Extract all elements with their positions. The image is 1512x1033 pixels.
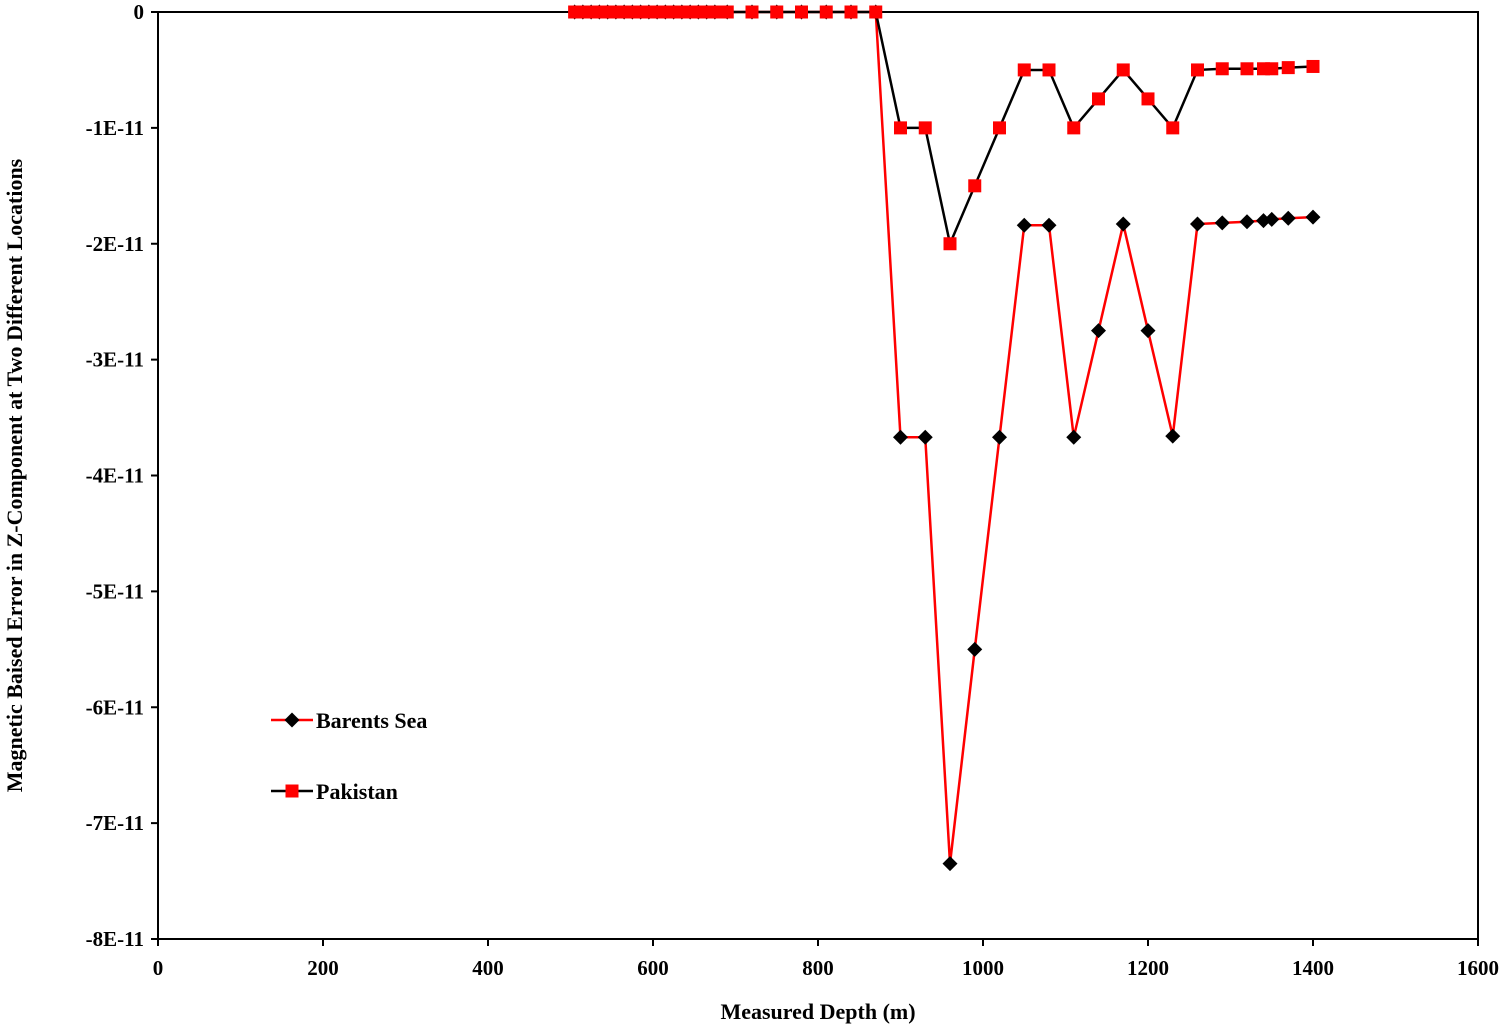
data-point-barents-sea	[1016, 217, 1032, 233]
data-point-pakistan	[1265, 62, 1279, 76]
data-point-barents-sea	[1305, 209, 1321, 225]
x-tick-label: 1000	[962, 956, 1004, 980]
data-point-pakistan	[1017, 63, 1031, 77]
data-point-pakistan	[819, 5, 833, 19]
x-tick-label: 0	[153, 956, 164, 980]
data-point-pakistan	[894, 121, 907, 135]
data-point-pakistan	[770, 5, 784, 19]
x-tick-label: 200	[307, 956, 339, 980]
data-point-pakistan	[968, 179, 982, 193]
data-point-barents-sea	[1041, 217, 1057, 233]
x-tick-label: 1600	[1457, 956, 1499, 980]
data-point-pakistan	[1141, 92, 1155, 106]
series-line-pakistan	[574, 10, 1314, 245]
legend: Barents Sea Pakistan	[271, 708, 427, 804]
data-point-barents-sea	[992, 429, 1007, 445]
data-point-barents-sea	[942, 856, 958, 872]
legend-label: Barents Sea	[316, 708, 427, 733]
data-point-pakistan	[1281, 61, 1295, 75]
data-point-barents-sea	[1165, 428, 1181, 444]
y-tick-label: -8E-11	[86, 927, 144, 951]
data-point-barents-sea	[1239, 214, 1255, 230]
data-point-barents-sea	[917, 429, 933, 445]
data-point-pakistan	[1092, 92, 1105, 106]
data-point-barents-sea	[1066, 429, 1082, 445]
data-point-barents-sea	[1280, 210, 1296, 226]
x-tick-label: 800	[802, 956, 834, 980]
data-point-pakistan	[1240, 62, 1254, 76]
series-barents-sea	[567, 4, 1321, 872]
data-point-pakistan	[1116, 63, 1130, 77]
data-point-pakistan	[1166, 121, 1180, 135]
data-point-pakistan	[1306, 59, 1320, 73]
data-point-pakistan	[869, 5, 883, 19]
y-tick-label: -7E-11	[86, 811, 144, 835]
data-point-barents-sea	[1190, 216, 1205, 232]
data-point-pakistan	[993, 121, 1006, 135]
data-point-pakistan	[708, 5, 722, 19]
data-point-pakistan	[1191, 63, 1204, 77]
legend-swatch-marker	[285, 784, 299, 798]
legend-item-barents-sea: Barents Sea	[271, 708, 427, 733]
series-layer	[567, 4, 1321, 872]
data-point-pakistan	[795, 5, 808, 19]
y-tick-label: -2E-11	[86, 232, 144, 256]
legend-item-pakistan: Pakistan	[271, 779, 398, 804]
y-axis-title: Magnetic Baised Error in Z-Component at …	[2, 158, 27, 792]
x-tick-label: 600	[637, 956, 669, 980]
data-point-pakistan	[720, 5, 734, 19]
data-point-barents-sea	[1091, 323, 1106, 339]
data-point-pakistan	[1215, 62, 1229, 76]
y-tick-label: 0	[134, 0, 145, 24]
y-tick-label: -4E-11	[86, 464, 144, 488]
data-point-pakistan	[844, 5, 858, 19]
series-line-barents-sea	[574, 10, 1314, 865]
data-point-pakistan	[1042, 63, 1056, 77]
y-tick-label: -1E-11	[86, 116, 144, 140]
x-axis-title: Measured Depth (m)	[720, 999, 915, 1024]
data-point-barents-sea	[967, 641, 983, 657]
y-tick-label: -6E-11	[86, 695, 144, 719]
y-tick-label: -5E-11	[86, 579, 144, 603]
x-tick-label: 1400	[1292, 956, 1334, 980]
data-point-pakistan	[745, 5, 759, 19]
data-point-pakistan	[918, 121, 932, 135]
data-point-barents-sea	[1214, 215, 1230, 231]
plot-area: 0 200 400 600 800 1000 1200 1400 1600 0 -1E-11 -2E-…	[86, 0, 1499, 980]
legend-label: Pakistan	[316, 779, 398, 804]
data-point-pakistan	[1067, 121, 1081, 135]
legend-swatch-marker	[284, 712, 300, 728]
x-tick-label: 400	[472, 956, 504, 980]
data-point-pakistan	[943, 237, 957, 251]
y-tick-label: -3E-11	[86, 348, 144, 372]
data-point-barents-sea	[1264, 211, 1280, 227]
x-tick-label: 1200	[1127, 956, 1169, 980]
data-point-barents-sea	[1115, 216, 1131, 232]
data-point-barents-sea	[893, 429, 908, 445]
series-pakistan	[568, 5, 1320, 251]
data-point-barents-sea	[1140, 323, 1156, 339]
